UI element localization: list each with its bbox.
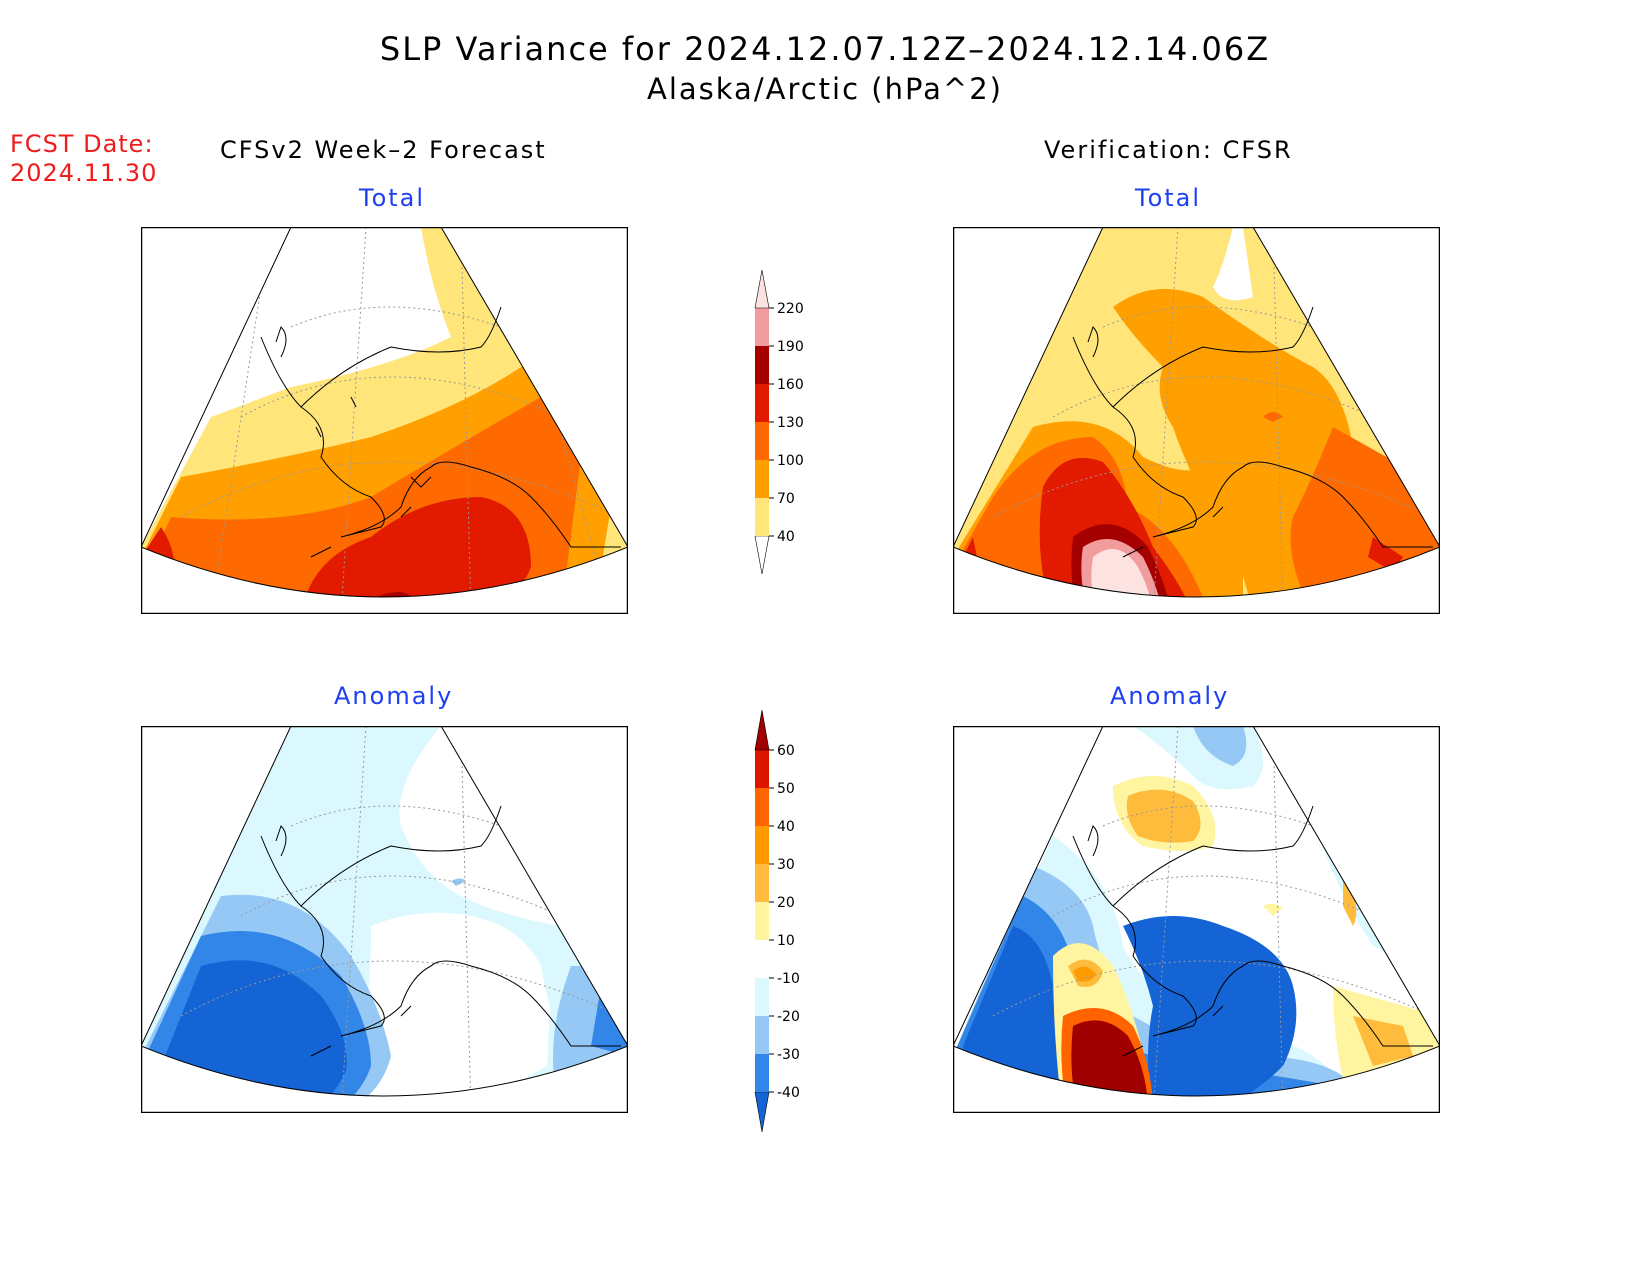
colorbar-segment — [755, 902, 769, 940]
forecast-anomaly-map — [141, 726, 656, 1134]
colorbar-tick-label: -30 — [777, 1047, 800, 1063]
forecast-anomaly-label: Anomaly — [334, 682, 454, 710]
colorbar-segment — [755, 788, 769, 826]
colorbar-tip-low — [754, 535, 770, 575]
colorbar-tick-label: 160 — [777, 377, 804, 393]
fcst-date-label: FCST Date: — [10, 130, 154, 158]
fcst-date-value: 2024.11.30 — [10, 159, 158, 187]
colorbar-tick-label: 50 — [777, 781, 795, 797]
map-title: SLP Variance for 2024.12.07.12Z–2024.12.… — [379, 30, 1271, 68]
colorbar-segment — [755, 1016, 769, 1054]
colorbar-segment — [755, 384, 769, 422]
colorbar-segment — [755, 498, 769, 536]
colorbar-tip-high — [754, 709, 770, 751]
colorbar-segment — [755, 750, 769, 788]
verification-anomaly-label: Anomaly — [1110, 682, 1230, 710]
colorbar-segment — [755, 940, 769, 978]
colorbar-tick-label: 20 — [777, 895, 795, 911]
total-colorbar: 40 70 100 130 160 190 220 — [754, 269, 804, 575]
colorbar-tick-label: 40 — [777, 529, 795, 545]
forecast-total-map — [141, 227, 656, 635]
colorbar-tick-label: 100 — [777, 453, 804, 469]
map-subtitle: Alaska/Arctic (hPa^2) — [647, 72, 1003, 106]
colorbar-tick-label: 10 — [777, 933, 795, 949]
colorbar-segment — [755, 1054, 769, 1092]
verification-anomaly-map — [953, 726, 1468, 1134]
verification-column-title: Verification: CFSR — [1044, 136, 1293, 164]
colorbar-segment — [755, 978, 769, 1016]
colorbar-tick-label: 30 — [777, 857, 795, 873]
colorbar-segment — [755, 460, 769, 498]
colorbar-segment — [755, 346, 769, 384]
colorbar-tip-low — [754, 1091, 770, 1133]
anomaly-colorbar: -40 -30 -20 -10 10 20 30 40 50 60 — [754, 709, 800, 1133]
verification-total-label: Total — [1135, 184, 1202, 212]
forecast-column-title: CFSv2 Week–2 Forecast — [220, 136, 547, 164]
colorbar-segment — [755, 826, 769, 864]
verification-total-map — [953, 227, 1468, 635]
colorbar-segment — [755, 422, 769, 460]
colorbar-segment — [755, 864, 769, 902]
colorbar-tick-label: 40 — [777, 819, 795, 835]
colorbar-tick-label: 60 — [777, 743, 795, 759]
colorbar-tick-label: 220 — [777, 301, 804, 317]
forecast-total-label: Total — [359, 184, 426, 212]
colorbar-tip-high — [754, 269, 770, 309]
colorbar-tick-label: -40 — [777, 1085, 800, 1101]
colorbar-segment — [755, 308, 769, 346]
colorbar-tick-label: 130 — [777, 415, 804, 431]
colorbar-tick-label: -10 — [777, 971, 800, 987]
colorbar-tick-label: 190 — [777, 339, 804, 355]
colorbar-tick-label: -20 — [777, 1009, 800, 1025]
colorbar-tick-label: 70 — [777, 491, 795, 507]
